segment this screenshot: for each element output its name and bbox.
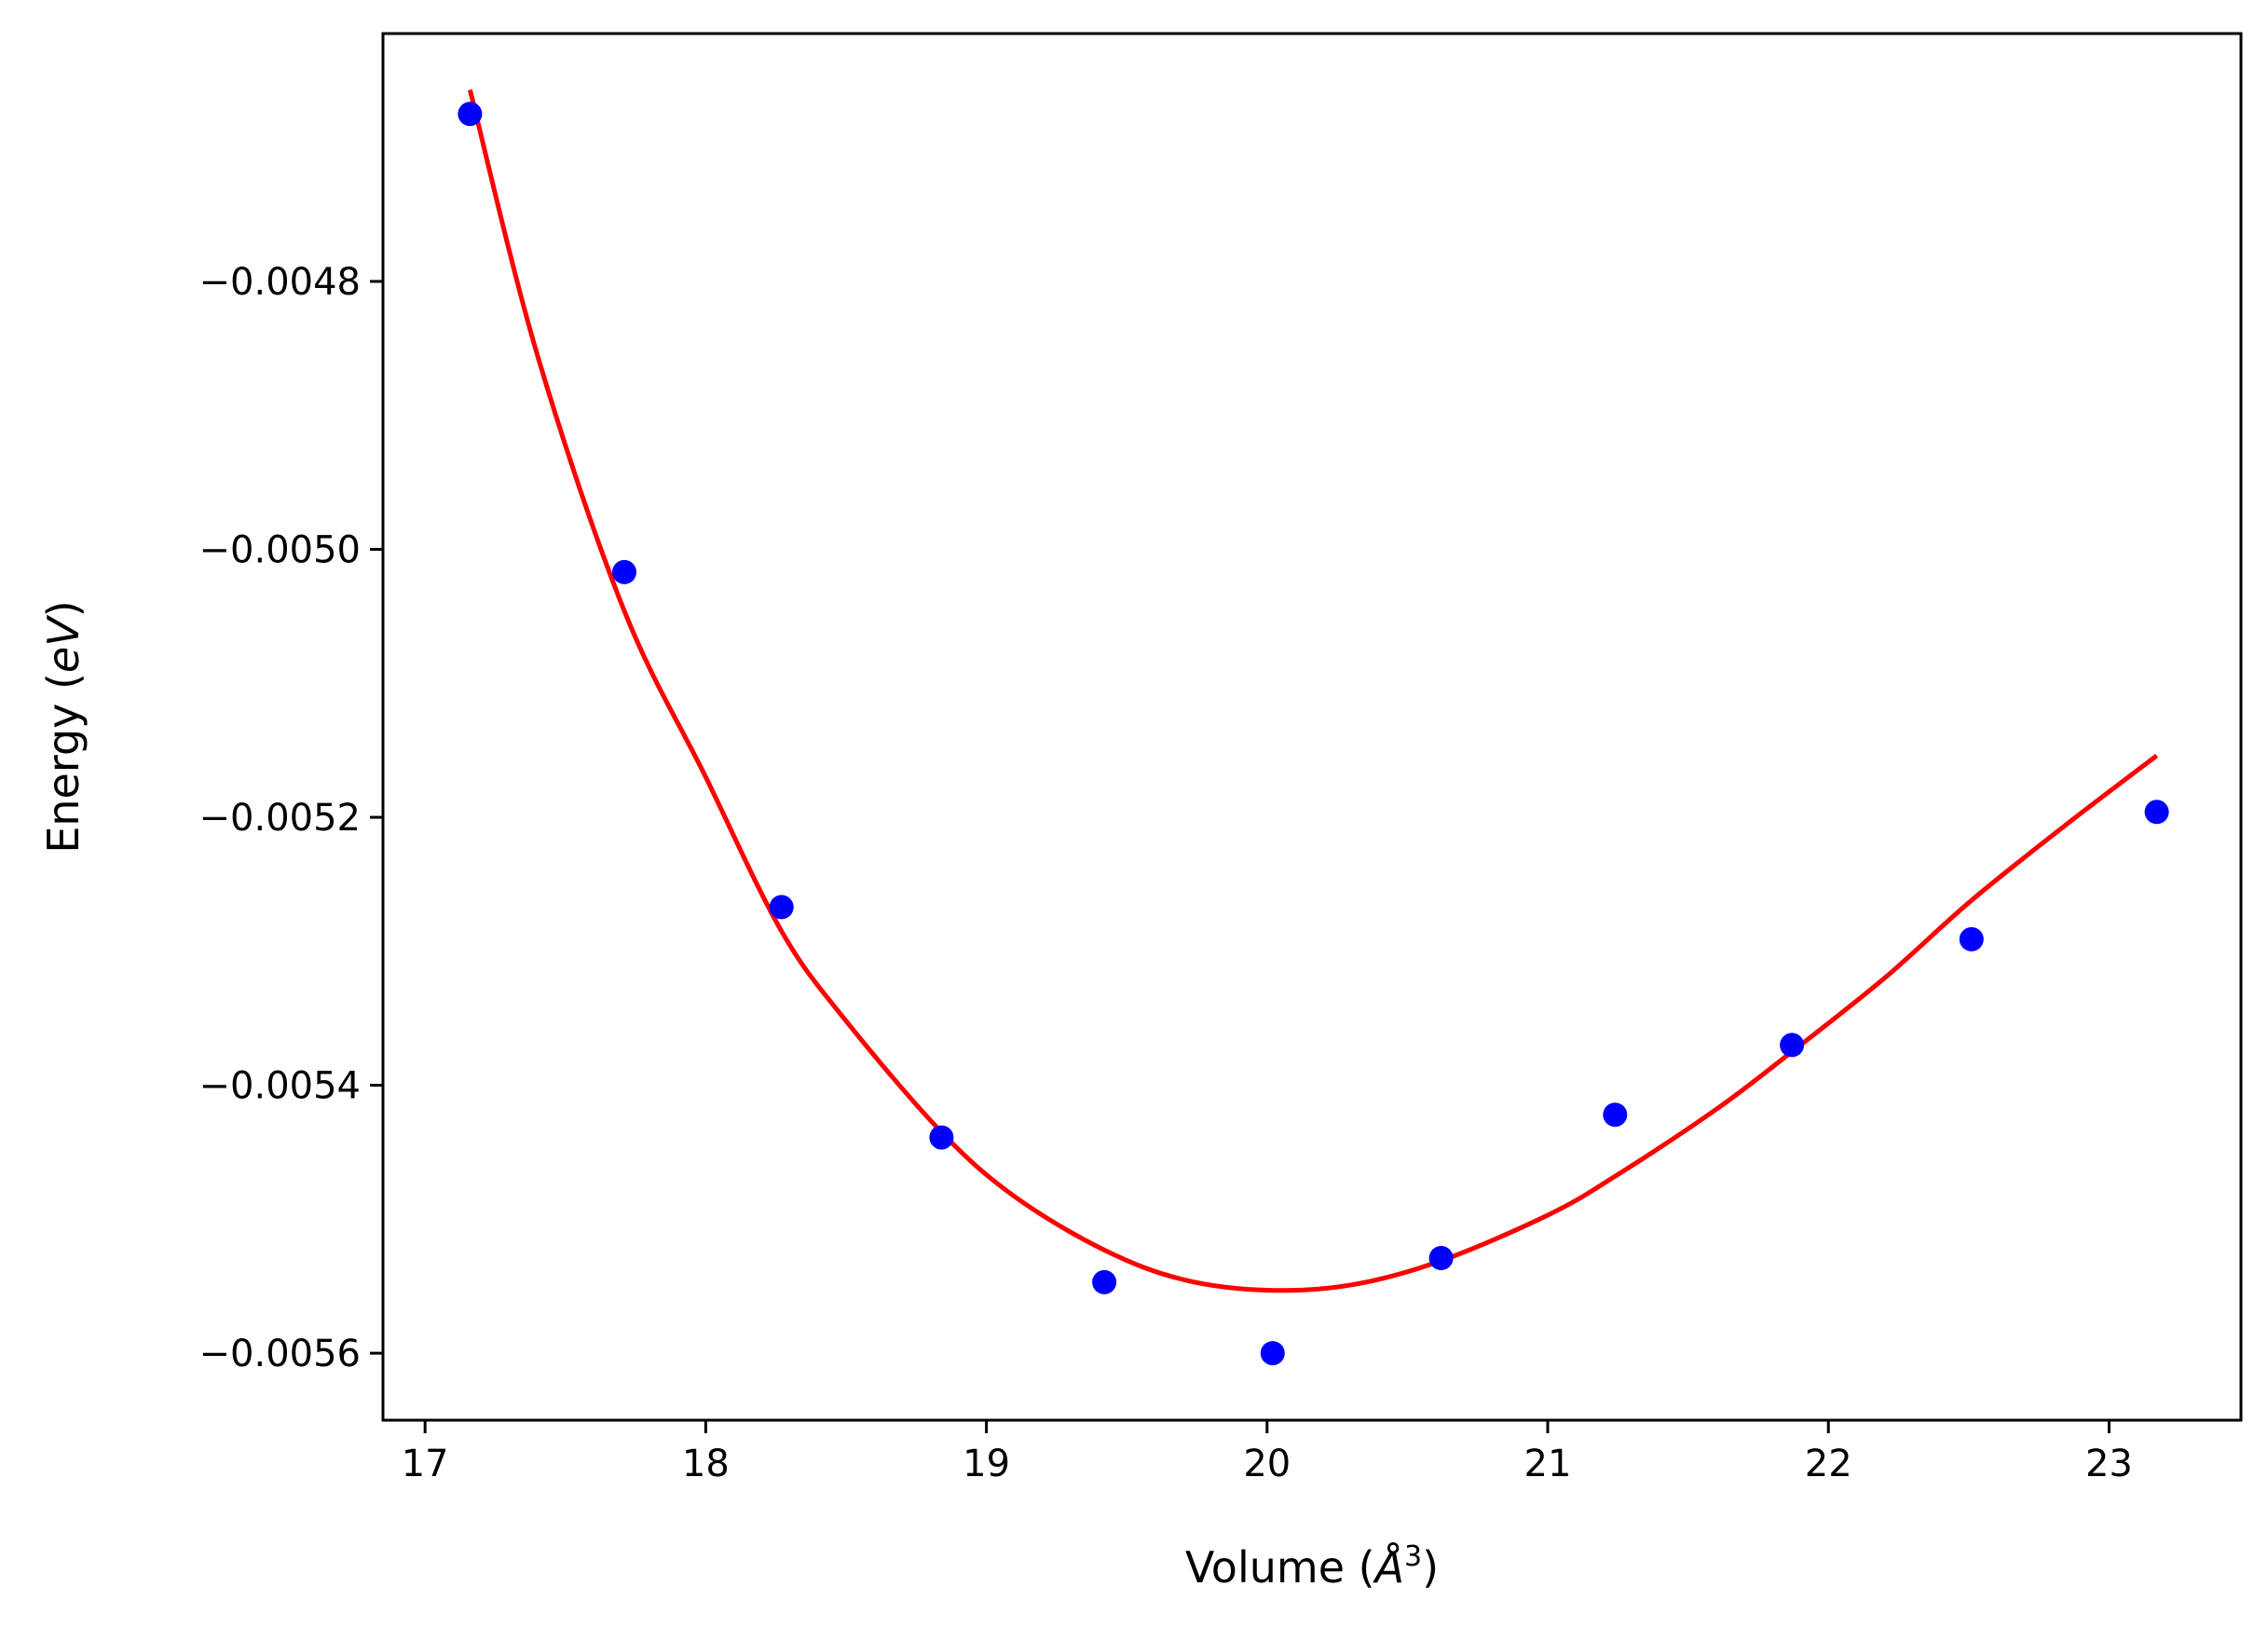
- data-point: [612, 559, 636, 584]
- y-tick-label: −0.0054: [199, 1065, 361, 1108]
- y-tick-label: −0.0052: [199, 797, 361, 840]
- data-point: [1603, 1102, 1628, 1128]
- data-point: [1428, 1246, 1454, 1270]
- y-tick-label: −0.0048: [199, 261, 361, 304]
- y-tick-label: −0.0056: [199, 1333, 361, 1375]
- x-tick-label: 17: [402, 1443, 449, 1485]
- data-point: [769, 895, 794, 920]
- x-tick-label: 23: [2085, 1443, 2133, 1485]
- data-point: [2144, 800, 2169, 825]
- y-axis-label: Energy (eV): [38, 600, 89, 853]
- plot-area: [458, 89, 2169, 1366]
- x-tick-label: 18: [682, 1443, 730, 1485]
- y-axis: −0.0048 −0.0050 −0.0052 −0.0054 −0.0056: [199, 261, 383, 1375]
- x-axis: 17 18 19 20 21 22 23: [402, 1420, 2133, 1485]
- data-point: [1260, 1341, 1285, 1366]
- data-point: [1780, 1033, 1805, 1058]
- plot-frame: [381, 32, 2243, 1422]
- x-axis-label: Volume (Å3): [1185, 1540, 1439, 1593]
- data-point: [929, 1125, 954, 1150]
- y-tick-label: −0.0050: [199, 529, 361, 572]
- data-point: [1092, 1269, 1117, 1294]
- x-tick-label: 21: [1524, 1443, 1572, 1485]
- x-tick-label: 22: [1805, 1443, 1852, 1485]
- data-point: [1959, 926, 1984, 951]
- data-point: [458, 102, 483, 127]
- x-tick-label: 20: [1243, 1443, 1291, 1485]
- x-tick-label: 19: [963, 1443, 1010, 1485]
- fit-curve: [467, 89, 2159, 1293]
